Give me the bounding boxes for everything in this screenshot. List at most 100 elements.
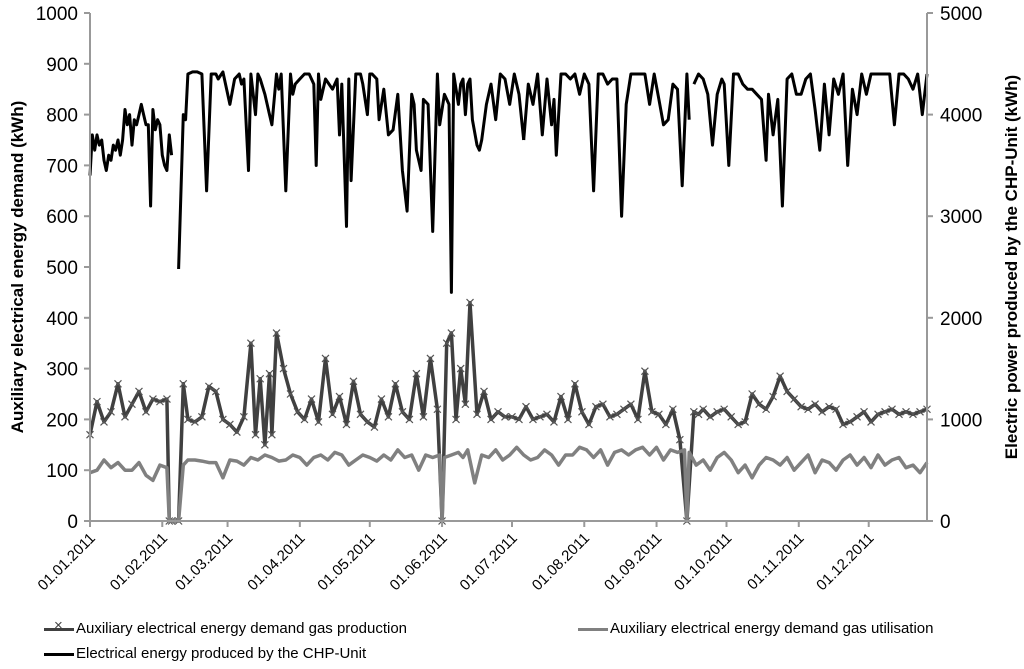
legend-label: Electrical energy produced by the CHP-Un…	[76, 645, 367, 662]
series-gas-utilisation	[89, 445, 929, 523]
right-tick-label: 4000	[940, 106, 982, 127]
x-marker-icon	[163, 395, 171, 404]
series-chp-unit	[88, 70, 929, 294]
x-marker-icon	[734, 420, 743, 429]
x-marker-icon	[832, 405, 840, 414]
right-tick-label: 2000	[940, 309, 982, 330]
x-marker-icon	[804, 405, 813, 414]
left-tick-label: 800	[46, 106, 78, 127]
x-tick-label: 01.07.2011	[457, 530, 521, 594]
x-marker-icon	[748, 390, 757, 398]
x-marker-icon	[461, 400, 470, 409]
x-marker-icon	[256, 374, 265, 383]
left-tick-label: 100	[46, 461, 78, 482]
x-marker-icon	[640, 367, 649, 376]
series-gas-production	[86, 298, 931, 525]
x-marker-icon	[578, 407, 586, 416]
x-marker-icon	[218, 415, 227, 424]
x-marker-icon	[487, 415, 495, 424]
x-marker-icon	[881, 407, 889, 416]
legend-label: Auxiliary electrical energy demand gas u…	[610, 620, 934, 637]
x-marker-icon	[398, 407, 407, 416]
series-line	[522, 72, 691, 218]
x-marker-icon	[853, 412, 861, 421]
x-marker-icon	[114, 379, 122, 388]
x-marker-icon	[675, 435, 684, 444]
x-marker-icon	[342, 420, 351, 429]
x-marker-icon	[377, 395, 386, 404]
x-marker-icon	[727, 412, 736, 421]
x-marker-icon	[204, 382, 213, 391]
x-marker-icon	[473, 410, 481, 419]
x-marker-icon	[797, 402, 806, 411]
left-tick-label: 300	[46, 360, 78, 381]
x-marker-icon	[699, 405, 708, 414]
x-marker-icon	[335, 392, 344, 401]
left-tick-label: 900	[46, 55, 78, 76]
x-marker-icon	[501, 412, 509, 421]
x-marker-icon	[706, 412, 715, 421]
x-marker-icon	[107, 407, 115, 416]
left-tick-label: 700	[46, 156, 78, 177]
x-marker-icon	[592, 402, 600, 411]
x-marker-icon	[902, 407, 910, 416]
x-marker-icon	[846, 418, 854, 426]
x-tick-label: 01.04.2011	[244, 530, 308, 594]
legend-item-gas-production: Auxiliary electrical energy demand gas p…	[44, 617, 407, 637]
x-marker-icon	[267, 430, 276, 439]
black-line-icon	[44, 647, 74, 661]
x-marker-icon	[522, 402, 530, 411]
x-marker-icon	[93, 397, 101, 406]
x-marker-icon	[321, 354, 330, 363]
x-marker-icon	[818, 407, 827, 416]
x-marker-icon	[557, 392, 565, 401]
x-marker-icon	[783, 387, 792, 396]
gray-line-icon	[578, 622, 608, 636]
x-marker-icon	[839, 420, 847, 429]
plot-series	[86, 70, 931, 525]
x-marker-icon	[633, 415, 642, 424]
x-marker-icon	[689, 407, 698, 416]
x-tick-label: 01.08.2011	[529, 530, 593, 594]
left-tick-label: 500	[46, 258, 78, 279]
x-marker-icon	[612, 410, 621, 419]
x-marker-icon	[762, 405, 771, 414]
x-marker-icon	[860, 407, 868, 416]
series-line	[692, 72, 929, 208]
x-marker-icon	[466, 298, 474, 307]
right-tick-label: 1000	[940, 410, 982, 431]
x-marker-icon	[647, 407, 656, 416]
x-marker-icon	[405, 415, 414, 424]
x-marker-icon	[585, 420, 593, 429]
x-marker-icon	[391, 379, 400, 388]
x-marker-icon	[776, 372, 785, 381]
left-tick-label: 200	[46, 410, 78, 431]
x-marker-icon	[356, 410, 365, 419]
x-marker-icon	[225, 420, 234, 429]
x-marker-icon	[363, 418, 372, 426]
x-marker-icon	[121, 412, 129, 421]
x-marker-icon	[433, 405, 442, 414]
x-marker-icon	[293, 407, 302, 416]
x-marker-icon	[128, 400, 136, 409]
left-tick-label: 1000	[36, 4, 78, 25]
x-tick-label: 01.03.2011	[172, 530, 236, 594]
x-marker-icon	[909, 410, 917, 419]
x-marker-icon	[599, 400, 607, 409]
x-marker-icon	[442, 339, 451, 348]
x-marker-icon	[211, 387, 220, 396]
x-marker-icon	[412, 369, 421, 378]
x-marker-icon	[265, 369, 274, 378]
x-marker-icon	[370, 423, 379, 431]
x-tick-label: 01.12.2011	[813, 530, 877, 594]
x-tick-label: 01.11.2011	[744, 530, 808, 594]
x-marker-icon	[279, 364, 288, 373]
series-line	[88, 102, 174, 208]
x-marker-icon	[564, 415, 572, 424]
x-marker-icon	[179, 379, 188, 388]
x-marker-icon	[713, 407, 722, 416]
x-marker-icon	[426, 354, 435, 363]
left-tick-label: 0	[67, 512, 78, 533]
x-tick-label: 01.09.2011	[601, 530, 665, 594]
